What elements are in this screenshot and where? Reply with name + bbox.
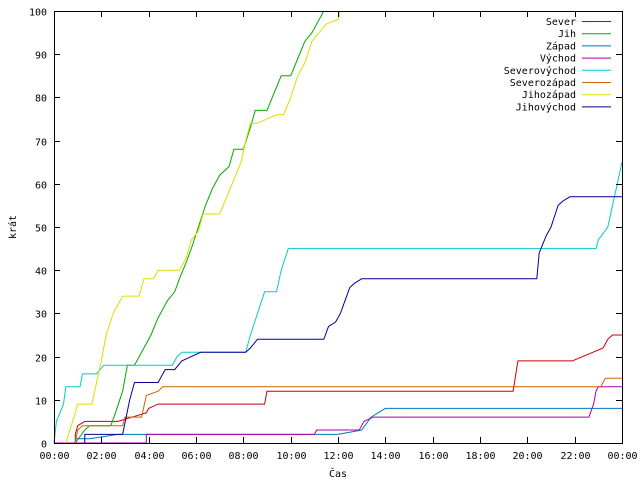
y-tick-label: 10 bbox=[35, 397, 47, 408]
y-tick-label: 50 bbox=[35, 224, 47, 235]
series-line-5 bbox=[74, 377, 622, 444]
y-tick-label: 0 bbox=[41, 440, 47, 451]
series-line-7 bbox=[84, 196, 622, 443]
series-line-1 bbox=[74, 10, 325, 444]
x-tick-label: 18:00 bbox=[465, 451, 495, 462]
legend: SeverJihZápadVýchodSeverovýchodSeverozáp… bbox=[504, 17, 611, 113]
ticks-layer: 00:00 02:00 04:00 06:00 08:00 10:00 12:00 14:00… bbox=[29, 8, 638, 463]
series-line-3 bbox=[54, 386, 622, 444]
x-tick-label: 20:00 bbox=[512, 451, 542, 462]
x-tick-label: 10:00 bbox=[276, 451, 306, 462]
y-axis-label: krát bbox=[7, 215, 19, 239]
y-tick-label: 60 bbox=[35, 181, 47, 192]
x-tick-label: 14:00 bbox=[370, 451, 400, 462]
y-tick-label: 30 bbox=[35, 310, 47, 321]
x-tick-label: 00:00 bbox=[39, 451, 69, 462]
x-tick-label: 12:00 bbox=[323, 451, 353, 462]
legend-label: Severozápad bbox=[510, 77, 576, 89]
x-tick-label: 06:00 bbox=[181, 451, 211, 462]
x-tick-label: 04:00 bbox=[134, 451, 164, 462]
legend-label: Severovýchod bbox=[504, 65, 576, 77]
x-tick-label: 02:00 bbox=[86, 451, 116, 462]
y-tick-label: 100 bbox=[29, 8, 47, 19]
series-layer bbox=[53, 10, 623, 444]
legend-label: Východ bbox=[540, 53, 576, 65]
x-tick-label: 16:00 bbox=[418, 451, 448, 462]
series-line-6 bbox=[65, 10, 341, 444]
y-tick-label: 40 bbox=[35, 267, 47, 278]
series-line-2 bbox=[74, 407, 622, 443]
y-tick-label: 20 bbox=[35, 354, 47, 365]
series-line-0 bbox=[74, 334, 622, 443]
y-tick-label: 80 bbox=[35, 94, 47, 105]
x-axis-label: Čas bbox=[329, 467, 347, 480]
x-tick-label: 22:00 bbox=[560, 451, 590, 462]
legend-label: Jih bbox=[558, 29, 576, 40]
legend-label: Jihovýchod bbox=[516, 101, 576, 113]
legend-label: Jihozápad bbox=[522, 89, 576, 101]
x-tick-label: 00:00 bbox=[607, 451, 637, 462]
legend-label: Sever bbox=[546, 17, 576, 28]
y-tick-label: 90 bbox=[35, 51, 47, 62]
x-tick-label: 08:00 bbox=[228, 451, 258, 462]
legend-label: Západ bbox=[546, 40, 576, 52]
y-tick-label: 70 bbox=[35, 138, 47, 149]
